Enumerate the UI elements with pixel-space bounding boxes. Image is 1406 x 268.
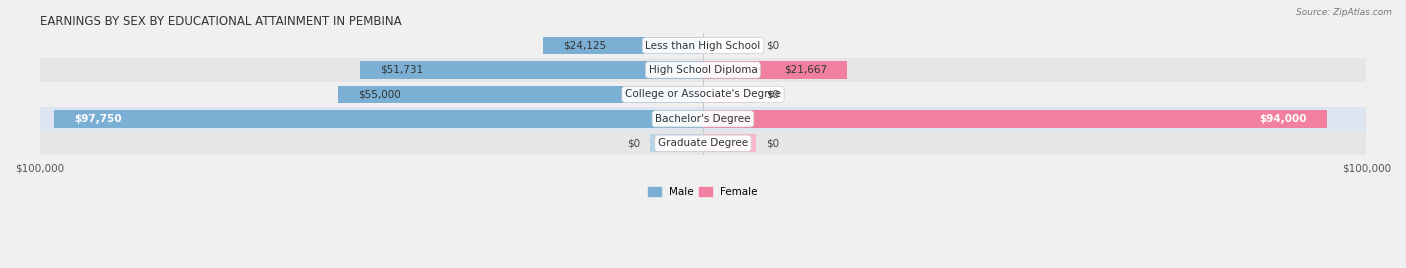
Bar xyxy=(703,85,756,103)
Bar xyxy=(703,61,846,79)
Bar xyxy=(55,110,703,128)
Text: $0: $0 xyxy=(627,138,640,148)
Text: $51,731: $51,731 xyxy=(380,65,423,75)
Bar xyxy=(703,135,756,152)
Bar xyxy=(39,107,1367,131)
Bar xyxy=(39,58,1367,82)
Text: $0: $0 xyxy=(766,90,779,99)
Bar xyxy=(703,110,1327,128)
Bar xyxy=(39,33,1367,58)
Text: $0: $0 xyxy=(766,40,779,51)
Text: Bachelor's Degree: Bachelor's Degree xyxy=(655,114,751,124)
Bar xyxy=(703,37,756,54)
Bar xyxy=(337,85,703,103)
Bar xyxy=(650,135,703,152)
Bar xyxy=(39,82,1367,107)
Text: $0: $0 xyxy=(766,138,779,148)
Text: $55,000: $55,000 xyxy=(359,90,401,99)
Text: $24,125: $24,125 xyxy=(562,40,606,51)
Text: High School Diploma: High School Diploma xyxy=(648,65,758,75)
Legend: Male, Female: Male, Female xyxy=(644,183,762,202)
Text: Source: ZipAtlas.com: Source: ZipAtlas.com xyxy=(1296,8,1392,17)
Text: $94,000: $94,000 xyxy=(1260,114,1306,124)
Text: College or Associate's Degree: College or Associate's Degree xyxy=(626,90,780,99)
Text: $97,750: $97,750 xyxy=(75,114,122,124)
Text: EARNINGS BY SEX BY EDUCATIONAL ATTAINMENT IN PEMBINA: EARNINGS BY SEX BY EDUCATIONAL ATTAINMEN… xyxy=(39,15,401,28)
Text: $21,667: $21,667 xyxy=(783,65,827,75)
Text: Graduate Degree: Graduate Degree xyxy=(658,138,748,148)
Text: Less than High School: Less than High School xyxy=(645,40,761,51)
Bar xyxy=(360,61,703,79)
Bar xyxy=(543,37,703,54)
Bar xyxy=(39,131,1367,155)
